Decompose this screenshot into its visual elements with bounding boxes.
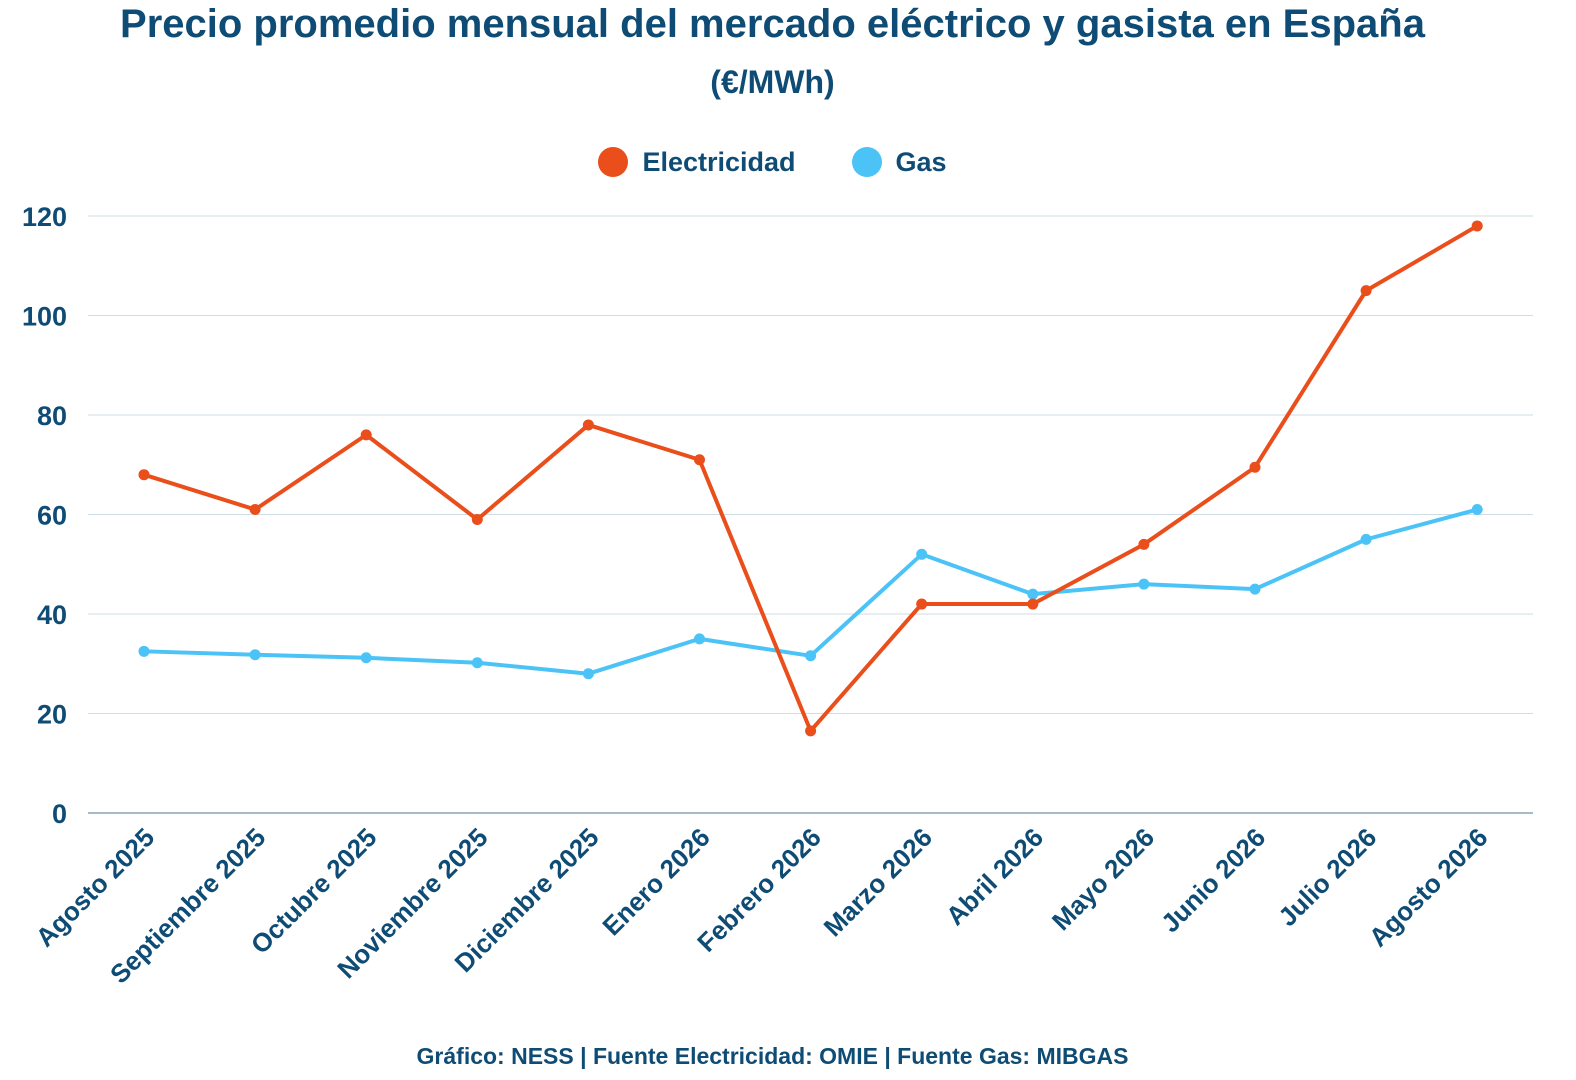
x-tick-label: Julio 2026 xyxy=(1272,822,1382,932)
y-axis: 0 20 40 60 80 100 120 xyxy=(22,202,67,829)
x-tick-label: Agosto 2026 xyxy=(1363,822,1494,953)
y-tick-label: 80 xyxy=(37,401,67,431)
x-tick-label: Junio 2026 xyxy=(1155,822,1271,938)
chart-source-footer: Gráfico: NESS | Fuente Electricidad: OMI… xyxy=(416,1043,1129,1069)
x-tick-label: Abril 2026 xyxy=(940,822,1049,931)
y-tick-label: 20 xyxy=(37,700,67,730)
y-tick-label: 0 xyxy=(52,799,67,829)
data-point-gas[interactable] xyxy=(694,633,705,645)
data-point-gas[interactable] xyxy=(360,652,372,664)
x-tick-label: Enero 2026 xyxy=(596,822,715,941)
x-tick-label: Mayo 2026 xyxy=(1046,822,1160,936)
series-line-gas xyxy=(142,507,1480,676)
legend-item-gas[interactable]: Gas xyxy=(851,144,947,180)
y-tick-label: 100 xyxy=(22,302,67,332)
chart-title: Precio promedio mensual del mercado eléc… xyxy=(120,2,1425,46)
series-gas xyxy=(138,504,1483,680)
data-point-gas[interactable] xyxy=(249,649,261,661)
chart-subtitle: (€/MWh) xyxy=(710,64,835,100)
legend-marker-gas xyxy=(851,147,882,177)
data-point-gas[interactable] xyxy=(1471,504,1483,516)
data-point-gas[interactable] xyxy=(471,657,483,669)
y-tick-label: 40 xyxy=(37,600,67,630)
grid-lines xyxy=(88,215,1533,714)
data-point-electricidad[interactable] xyxy=(249,504,261,516)
series xyxy=(138,220,1483,737)
y-tick-label: 120 xyxy=(22,202,67,232)
data-point-gas[interactable] xyxy=(916,548,928,560)
data-point-electricidad[interactable] xyxy=(805,725,817,737)
legend: Electricidad Gas xyxy=(0,144,1545,180)
data-point-electricidad[interactable] xyxy=(1138,538,1150,550)
data-point-gas[interactable] xyxy=(805,650,817,662)
data-point-gas[interactable] xyxy=(582,668,594,680)
x-tick-label: Marzo 2026 xyxy=(818,822,938,942)
legend-item-electricidad[interactable]: Electricidad xyxy=(598,144,796,180)
data-point-gas[interactable] xyxy=(138,645,150,657)
data-point-electricidad[interactable] xyxy=(471,513,483,525)
data-point-electricidad[interactable] xyxy=(582,419,594,431)
data-point-gas[interactable] xyxy=(1249,583,1261,595)
data-point-electricidad[interactable] xyxy=(1471,220,1483,232)
series-electricidad xyxy=(138,220,1483,737)
data-point-electricidad[interactable] xyxy=(138,469,150,481)
legend-label-electricidad: Electricidad xyxy=(642,147,796,177)
data-point-gas[interactable] xyxy=(1138,578,1150,590)
data-point-electricidad[interactable] xyxy=(360,429,372,441)
data-point-electricidad[interactable] xyxy=(1249,461,1261,473)
data-point-electricidad[interactable] xyxy=(1027,598,1039,610)
legend-marker-electricidad xyxy=(598,147,629,177)
y-tick-label: 60 xyxy=(37,501,67,531)
data-point-electricidad[interactable] xyxy=(694,454,705,466)
data-point-gas[interactable] xyxy=(1360,533,1372,545)
data-point-electricidad[interactable] xyxy=(1360,285,1372,297)
data-point-electricidad[interactable] xyxy=(916,598,928,610)
data-point-gas[interactable] xyxy=(1027,588,1039,600)
legend-label-gas: Gas xyxy=(895,147,947,177)
